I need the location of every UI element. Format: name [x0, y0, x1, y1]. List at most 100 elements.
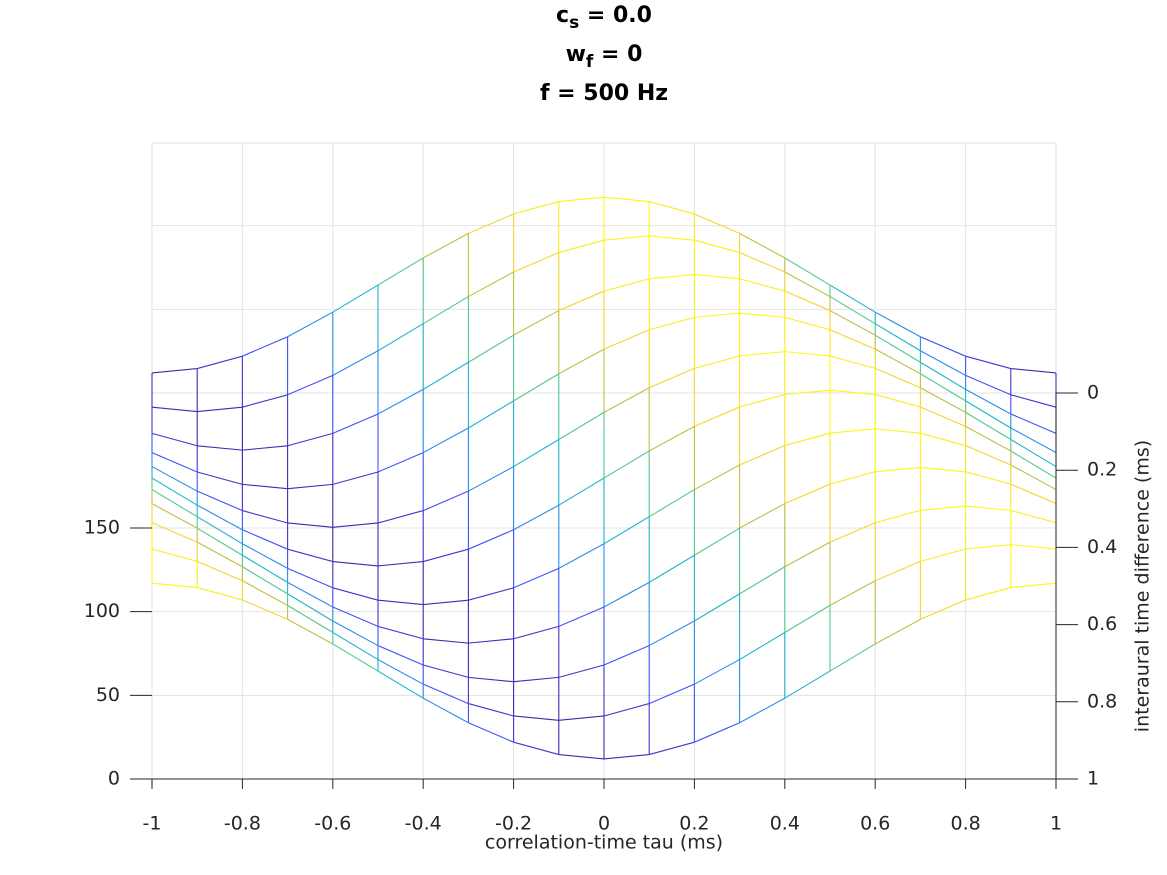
mesh-edge — [603, 581, 650, 608]
z-tick-label: 150 — [84, 517, 120, 539]
mesh-edge — [784, 604, 831, 633]
mesh-edge — [739, 503, 786, 529]
mesh-edge — [829, 643, 876, 672]
y-tick-label: 1 — [1087, 768, 1099, 790]
mesh-edge — [694, 213, 740, 234]
mesh-edge — [965, 388, 1012, 415]
mesh-edge — [739, 566, 786, 595]
mesh-edge — [829, 389, 876, 396]
mesh-edge — [739, 232, 786, 259]
mesh-edge — [422, 361, 469, 390]
mesh-edge — [423, 548, 469, 563]
mesh-edge — [287, 432, 333, 447]
title-text: = 0 — [593, 42, 642, 67]
title-subscript: s — [569, 13, 579, 33]
mesh-edge — [377, 599, 424, 606]
mesh-edge — [649, 235, 695, 241]
mesh-edge — [784, 351, 831, 357]
mesh-edge — [377, 388, 424, 415]
mesh-edge — [287, 593, 334, 622]
mesh-edge — [242, 336, 288, 357]
mesh-edge — [151, 489, 198, 518]
mesh-edge — [332, 606, 379, 627]
mesh-edge — [196, 504, 243, 531]
mesh-edge — [874, 348, 921, 375]
mesh-edge — [332, 620, 379, 647]
mesh-edge — [694, 312, 740, 318]
y-tick-label: 0 — [1087, 382, 1099, 404]
mesh-edge — [332, 350, 379, 376]
mesh-edge — [197, 587, 243, 601]
mesh-edge — [513, 741, 559, 756]
mesh-edge — [648, 489, 695, 518]
z-tick-label: 0 — [108, 768, 120, 790]
mesh-edge — [422, 296, 469, 325]
mesh-edge — [874, 560, 921, 582]
title-text: w — [566, 42, 586, 67]
x-tick-label: 0.4 — [770, 813, 800, 835]
mesh-edge — [875, 466, 921, 473]
mesh-edge — [920, 336, 966, 357]
mesh-edge — [468, 400, 514, 429]
mesh-edge — [1010, 368, 1057, 374]
mesh-edge — [287, 311, 334, 338]
mesh-edge — [603, 450, 650, 479]
mesh-edge — [332, 522, 379, 528]
mesh-edge — [558, 290, 605, 312]
mesh-edge — [242, 566, 288, 595]
mesh-edge — [965, 400, 1012, 429]
mesh-edge — [377, 323, 424, 352]
mesh-edge — [151, 406, 198, 413]
z-tick-label: 100 — [84, 600, 120, 622]
mesh-edge — [920, 406, 966, 427]
mesh-edge — [242, 445, 288, 451]
mesh-edge — [196, 527, 243, 556]
mesh-edge — [196, 541, 243, 568]
z-tick-label: 50 — [96, 684, 120, 706]
mesh-edge — [875, 509, 921, 524]
mesh-edge — [920, 361, 966, 390]
mesh-edge — [965, 445, 1012, 466]
mesh-edge — [694, 355, 740, 369]
mesh-edge — [197, 445, 243, 451]
mesh-edge — [965, 355, 1011, 370]
mesh-edge — [287, 604, 334, 633]
mesh-edge — [829, 522, 876, 543]
mesh-edge — [377, 670, 424, 699]
mesh-edge — [874, 618, 921, 645]
mesh-edge — [603, 754, 650, 760]
mesh-edge — [151, 432, 198, 447]
mesh-edge — [603, 387, 650, 413]
mesh-edge — [920, 373, 966, 402]
mesh-edge — [332, 587, 379, 601]
mesh-edge — [965, 425, 1012, 452]
mesh-edge — [829, 428, 876, 434]
mesh-edge — [829, 355, 876, 369]
mesh-edge — [649, 316, 695, 331]
mesh-edge — [422, 683, 469, 705]
x-tick-label: 0.6 — [860, 813, 890, 835]
mesh-edge — [196, 560, 243, 582]
y-tick-label: 0.8 — [1087, 690, 1117, 712]
mesh-edge — [1010, 544, 1057, 550]
mesh-edge — [242, 580, 288, 606]
mesh-edge — [920, 466, 966, 473]
mesh-edge — [332, 471, 379, 485]
mesh-edge — [1010, 438, 1057, 468]
mesh-edge — [242, 510, 288, 524]
mesh-edge — [558, 664, 605, 678]
mesh-edge — [920, 599, 966, 620]
mesh-edge — [649, 201, 695, 215]
y-axis-label: interaural time difference (ms) — [1132, 440, 1154, 732]
mesh-edge — [242, 394, 288, 408]
mesh — [151, 196, 1057, 760]
mesh-edge — [332, 643, 379, 672]
mesh-edge — [920, 387, 966, 413]
mesh-edge — [784, 670, 831, 699]
mesh-edge — [648, 683, 695, 705]
mesh-edge — [739, 394, 785, 408]
mesh-edge — [1010, 413, 1057, 434]
mesh-edge — [513, 373, 560, 402]
mesh-edge — [423, 599, 469, 606]
